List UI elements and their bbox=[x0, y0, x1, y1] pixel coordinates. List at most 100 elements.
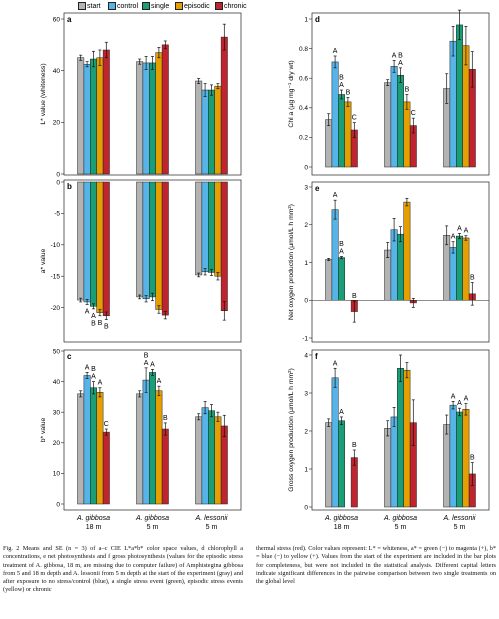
bar-e-single-2 bbox=[456, 235, 463, 301]
y-tick-label-b: 0 bbox=[56, 179, 60, 186]
significance-letter: B bbox=[91, 366, 96, 373]
y-tick-label-c: 0 bbox=[56, 501, 60, 508]
bar-f-episodic-1 bbox=[403, 369, 411, 508]
bar-c-episodic-1 bbox=[155, 390, 163, 505]
y-tick-label-f: 1 bbox=[304, 466, 308, 473]
significance-letter: B bbox=[398, 52, 403, 59]
bar-f-control-0 bbox=[331, 377, 339, 508]
y-tick-label-d: 0.4 bbox=[299, 105, 308, 112]
y-tick-label-a: 0 bbox=[56, 171, 60, 178]
bar-c-episodic-0 bbox=[96, 392, 104, 505]
significance-letter: A bbox=[157, 378, 162, 385]
bar-b-control-0 bbox=[83, 181, 91, 303]
significance-letter: B bbox=[339, 241, 344, 248]
bar-c-chronic-2 bbox=[220, 425, 228, 505]
bar-f-control-1 bbox=[390, 416, 398, 508]
bar-d-start-0 bbox=[325, 119, 333, 168]
bar-d-single-0 bbox=[338, 94, 345, 168]
legend-swatch-chronic bbox=[215, 2, 223, 11]
bar-c-single-1 bbox=[149, 372, 156, 505]
y-tick-label-c: 40 bbox=[53, 379, 61, 386]
bar-a-start-0 bbox=[77, 57, 85, 175]
y-axis-label-e: Net oxygen production (µmol/L h mm²) bbox=[288, 204, 295, 320]
significance-letter: C bbox=[352, 115, 357, 122]
bar-b-start-2 bbox=[195, 181, 203, 276]
significance-letter: A bbox=[339, 248, 344, 255]
panel-frame-c bbox=[63, 349, 242, 511]
bar-a-chronic-2 bbox=[220, 36, 228, 175]
bar-c-control-1 bbox=[142, 379, 150, 505]
significance-letter: C bbox=[104, 421, 109, 428]
legend-swatch-single bbox=[142, 2, 150, 11]
bar-c-start-2 bbox=[195, 416, 203, 505]
y-tick-label-c: 10 bbox=[53, 471, 61, 478]
bar-b-start-1 bbox=[136, 181, 144, 298]
y-tick-label-e: 0 bbox=[304, 298, 308, 305]
significance-letter: A bbox=[85, 308, 90, 315]
bar-b-chronic-2 bbox=[220, 181, 228, 311]
bar-e-episodic-1 bbox=[403, 201, 411, 301]
significance-letter: B bbox=[104, 324, 109, 331]
y-tick-label-b: -20 bbox=[51, 305, 61, 312]
panel-a: a 0 20 40 60 L* value (whiteness) bbox=[40, 12, 242, 178]
bar-a-episodic-0 bbox=[96, 57, 104, 175]
bar-a-control-2 bbox=[201, 89, 209, 175]
bar-d-start-1 bbox=[384, 82, 392, 168]
bar-d-episodic-1 bbox=[403, 101, 411, 168]
bar-c-control-0 bbox=[83, 375, 91, 505]
bar-b-chronic-1 bbox=[161, 181, 169, 316]
bar-e-episodic-2 bbox=[462, 237, 470, 301]
y-tick-label-a: 40 bbox=[53, 68, 61, 75]
group-label-depth: 5 m bbox=[147, 524, 159, 531]
significance-letter: B bbox=[470, 455, 475, 462]
y-tick-label-c: 50 bbox=[53, 348, 61, 355]
significance-letter: A bbox=[398, 60, 403, 67]
significance-letter: A bbox=[339, 82, 344, 89]
group-label-depth: 5 m bbox=[454, 524, 466, 531]
group-label-species: A. lessonii bbox=[195, 515, 228, 522]
y-tick-label-e: 1 bbox=[304, 260, 308, 267]
bar-e-single-0 bbox=[338, 257, 345, 301]
significance-letter: B bbox=[91, 320, 96, 327]
y-tick-label-f: 3 bbox=[304, 390, 308, 397]
bar-a-chronic-0 bbox=[102, 49, 110, 175]
significance-letter: A bbox=[333, 192, 338, 199]
y-axis-label-a: L* value (whiteness) bbox=[40, 63, 47, 124]
bar-a-start-1 bbox=[136, 61, 144, 175]
bar-d-episodic-0 bbox=[344, 101, 352, 168]
y-tick-label-e: 3 bbox=[304, 184, 308, 191]
legend-label-control: control bbox=[117, 3, 139, 10]
bar-a-single-2 bbox=[208, 89, 215, 175]
significance-letter: C bbox=[411, 110, 416, 117]
panel-letter-d: d bbox=[315, 15, 320, 24]
bar-f-start-1 bbox=[384, 428, 392, 508]
significance-letter: A bbox=[144, 360, 149, 367]
bar-d-control-2 bbox=[449, 40, 457, 168]
group-label-species: A. lessonii bbox=[443, 515, 476, 522]
significance-letter: A bbox=[464, 228, 469, 235]
legend-swatch-start bbox=[78, 2, 86, 11]
bar-c-chronic-0 bbox=[102, 431, 110, 505]
y-tick-label-f: 4 bbox=[304, 352, 308, 359]
y-tick-label-d: 0 bbox=[304, 164, 308, 171]
bar-e-control-2 bbox=[449, 247, 457, 301]
bar-b-single-2 bbox=[208, 181, 215, 273]
bar-c-start-0 bbox=[77, 393, 85, 505]
bar-f-single-1 bbox=[397, 368, 404, 508]
bar-d-control-1 bbox=[390, 66, 398, 168]
caption-left: Fig. 2 Means and SE (n = 3) of a–c CIE L… bbox=[3, 545, 243, 594]
bar-d-single-1 bbox=[397, 74, 404, 168]
bar-e-start-0 bbox=[325, 259, 333, 301]
legend-item-single: single bbox=[142, 2, 169, 11]
bar-e-control-0 bbox=[331, 209, 339, 301]
y-axis-label-b: a* value bbox=[40, 248, 47, 273]
group-label-species: A. gibbosa bbox=[324, 515, 358, 522]
caption-right: thermal stress (red). Color values repre… bbox=[256, 545, 496, 586]
bar-f-start-2 bbox=[443, 424, 451, 508]
significance-letter: A bbox=[333, 48, 338, 55]
bar-f-single-0 bbox=[338, 420, 345, 508]
y-tick-label-d: 1 bbox=[304, 16, 308, 23]
bar-a-episodic-1 bbox=[155, 52, 163, 175]
